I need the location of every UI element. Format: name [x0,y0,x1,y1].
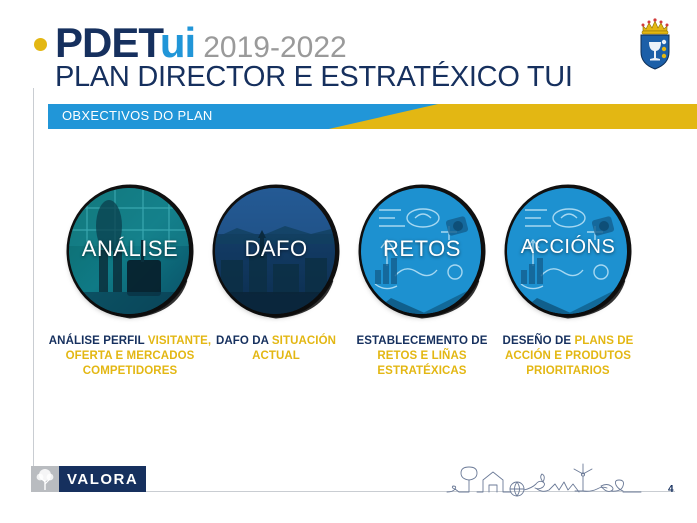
caption-dark-text: ANÁLISE PERFIL [48,335,145,347]
step-image-retos [361,188,481,314]
process-step-analise[interactable]: ANÁLISE [57,180,203,325]
title-bullet-dot [34,38,47,51]
step-caption-accions: DESEÑO DE PLANS DE ACCIÓN E PRODUTOS PRI… [483,334,653,380]
caption-dark-text: DAFO DA [215,335,269,347]
brand-title: PDETui 2019-2022 [55,22,347,64]
step-label-analise: ANÁLISE [81,236,179,261]
strategy-doodles-photo [361,188,481,314]
process-step-retos[interactable]: RETOS [349,180,495,325]
tui-townscape-photo [215,188,335,314]
process-circles-row: ANÁLISE [57,180,677,325]
step-label-dafo: DAFO [244,236,308,261]
caption-dark-text: DESEÑO DE [502,335,572,347]
caption-gold-text: SITUACIÓN ACTUAL [252,335,337,363]
process-step-dafo[interactable]: DAFO [203,180,349,325]
footer-horizontal-rule [130,491,675,492]
step-image-dafo [215,188,335,314]
step-label-retos: RETOS [383,236,461,261]
caption-gold-text: RETOS E LIÑAS ESTRATÉXICAS [377,350,467,378]
section-banner-label: OBXECTIVOS DO PLAN [62,108,213,123]
brand-main-text: PDET [55,19,161,66]
caption-dark-text: ESTABLECEMENTO DE [356,335,488,347]
step-caption-dafo: DAFO DA SITUACIÓN ACTUAL [191,334,361,364]
process-step-accions[interactable]: ACCIÓNS [495,180,641,325]
left-vertical-rule [33,88,34,466]
sustainability-line-art [446,463,642,497]
caption-gold-text: VISITANTE, OFERTA E MERCADOS COMPETIDORE… [65,335,212,378]
valora-logo-text: VALORA [59,466,147,492]
valora-logo: VALORA [31,466,147,492]
page-subtitle: PLAN DIRECTOR E ESTRATÉXICO TUI [55,61,573,93]
step-caption-retos: ESTABLECEMENTO DE RETOS E LIÑAS ESTRATÉX… [337,334,507,380]
tree-icon [31,466,59,492]
brand-accent-text: ui [159,19,196,66]
caption-gold-text: PLANS DE ACCIÓN E PRODUTOS PRIORITARIOS [504,335,634,378]
page-number: 4 [668,484,674,495]
step-label-accions: ACCIÓNS [520,236,616,258]
galicia-coat-of-arms-icon [640,18,670,70]
traveller-with-luggage-photo [69,188,189,314]
action-plan-doodles-photo [507,188,627,314]
step-caption-analise: ANÁLISE PERFIL VISITANTE, OFERTA E MERCA… [45,334,215,380]
brand-years-text: 2019-2022 [203,31,347,64]
step-image-analise [69,188,189,314]
step-image-accions [507,188,627,314]
section-banner: OBXECTIVOS DO PLAN [48,104,697,129]
